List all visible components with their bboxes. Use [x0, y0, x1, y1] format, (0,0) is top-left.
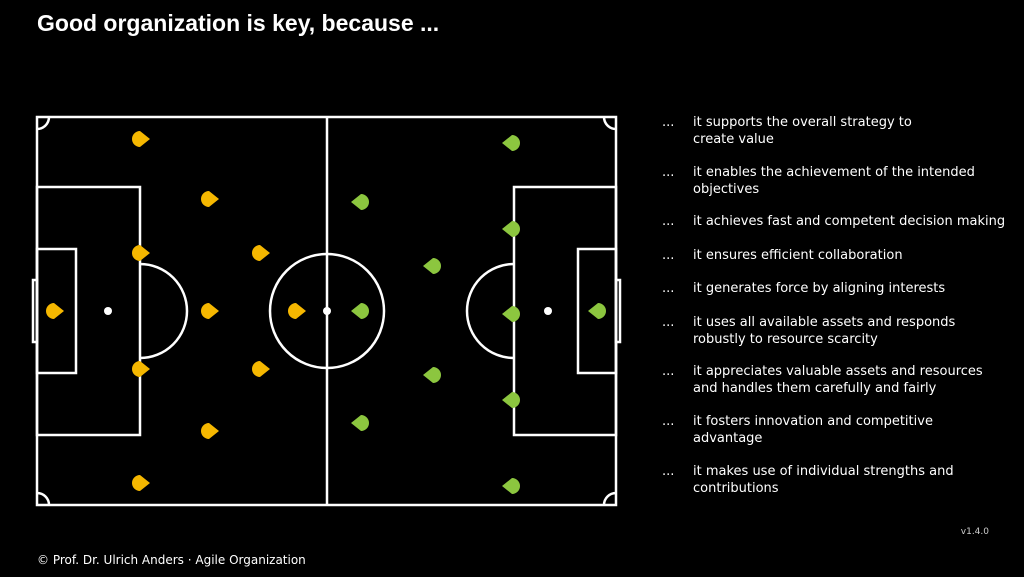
player: [252, 245, 270, 261]
version: v1.4.0: [960, 527, 989, 537]
text-line: it generates force by aligning interests: [693, 281, 946, 296]
text-line: robustly to resource scarcity: [693, 332, 878, 347]
bullet: ...: [662, 315, 675, 330]
player: [351, 415, 369, 431]
text-line: create value: [693, 132, 774, 147]
text-line: it makes use of individual strengths and: [693, 464, 954, 479]
bullet: ...: [662, 464, 675, 479]
text-line: it appreciates valuable assets and resou…: [693, 364, 983, 379]
footer: © Prof. Dr. Ulrich Anders · Agile Organi…: [37, 553, 306, 567]
item-text: it supports the overall strategy to creat…: [693, 114, 912, 148]
text-line: it uses all available assets and respond…: [693, 315, 956, 330]
player: [132, 475, 150, 491]
player: [423, 258, 441, 274]
bullet: ...: [662, 364, 675, 379]
text-line: it fosters innovation and competitive: [693, 414, 933, 429]
player: [201, 191, 219, 207]
player: [201, 303, 219, 319]
item-text: it uses all available assets and respond…: [693, 314, 955, 348]
player: [132, 245, 150, 261]
player: [46, 303, 64, 319]
players: [46, 131, 606, 494]
player: [588, 303, 606, 319]
bullet: ...: [662, 214, 675, 229]
item-text: it enables the achievement of the intend…: [693, 164, 975, 198]
text-line: objectives: [693, 182, 760, 197]
player: [132, 361, 150, 377]
player: [288, 303, 306, 319]
text-line: advantage: [693, 431, 763, 446]
player: [351, 194, 369, 210]
text-line: and handles them carefully and fairly: [693, 381, 937, 396]
text-line: it ensures efficient collaboration: [693, 248, 903, 263]
player: [423, 367, 441, 383]
player: [201, 423, 219, 439]
player: [132, 131, 150, 147]
player: [502, 306, 520, 322]
text-line: contributions: [693, 481, 779, 496]
player: [502, 478, 520, 494]
player: [351, 303, 369, 319]
bullet: ...: [662, 165, 675, 180]
item-text: it makes use of individual strengths and…: [693, 463, 954, 497]
item-text: it appreciates valuable assets and resou…: [693, 363, 983, 397]
title: Good organization is key, because ...: [37, 10, 440, 36]
player: [502, 221, 520, 237]
player: [502, 135, 520, 151]
bullet: ...: [662, 414, 675, 429]
text-line: it supports the overall strategy to: [693, 115, 912, 130]
player: [502, 392, 520, 408]
text-line: it enables the achievement of the intend…: [693, 165, 975, 180]
bullet: ...: [662, 248, 675, 263]
bullet: ...: [662, 281, 675, 296]
player: [252, 361, 270, 377]
pitch-spots: [104, 307, 552, 315]
text-line: it achieves fast and competent decision …: [693, 214, 1006, 229]
pitch-lines: [31, 115, 622, 507]
item-text: it ensures efficient collaboration: [693, 247, 903, 264]
item-text: it achieves fast and competent decision …: [693, 213, 1005, 230]
item-text: it generates force by aligning interests: [693, 280, 945, 297]
item-text: it fosters innovation and competitive adv…: [693, 413, 933, 447]
bullet: ...: [662, 115, 675, 130]
